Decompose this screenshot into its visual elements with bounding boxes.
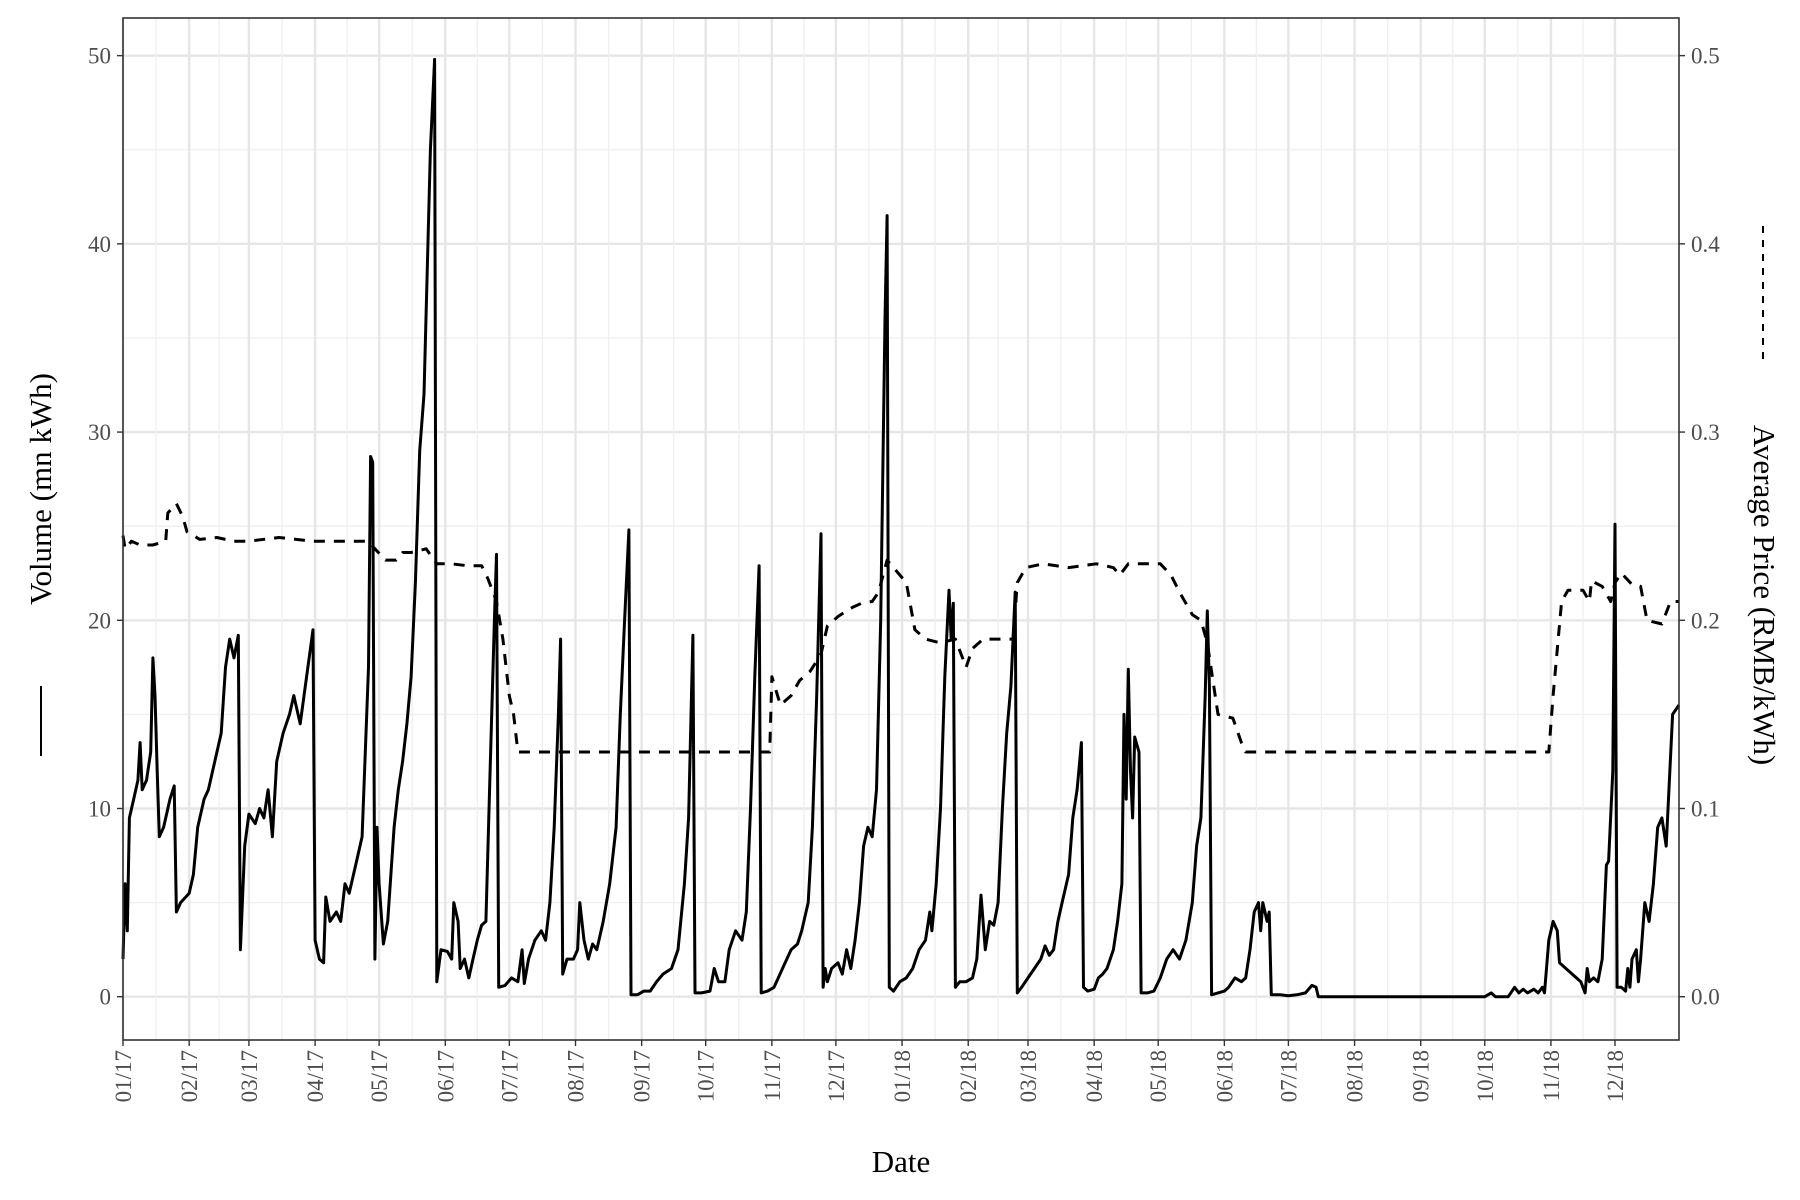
y2-tick-label: 0.4 <box>1691 232 1720 257</box>
y-tick-label: 10 <box>88 796 111 821</box>
y-tick-label: 50 <box>88 44 111 69</box>
x-tick-label: 03/17 <box>237 1050 262 1102</box>
x-tick-label: 12/17 <box>824 1050 849 1102</box>
y-tick-label: 30 <box>88 420 111 445</box>
x-tick-label: 02/18 <box>956 1050 981 1102</box>
series-line-average-price <box>121 502 1679 754</box>
x-tick-label: 07/17 <box>497 1050 522 1102</box>
x-tick-label: 12/18 <box>1603 1050 1628 1102</box>
x-tick-label: 03/18 <box>1016 1050 1041 1102</box>
x-tick-label: 11/17 <box>760 1050 785 1102</box>
x-tick-label: 01/17 <box>111 1050 136 1102</box>
x-axis-title: Date <box>872 1144 931 1179</box>
x-tick-label: 07/18 <box>1276 1050 1301 1102</box>
x-tick-label: 10/18 <box>1473 1050 1498 1102</box>
y2-tick-label: 0.0 <box>1691 985 1720 1010</box>
y-axis-right: 0.0 0.1 0.2 0.3 0.4 0.5 <box>1679 44 1720 1010</box>
series-layer <box>121 57 1681 999</box>
x-tick-label: 11/18 <box>1539 1050 1564 1102</box>
panel-border <box>122 17 1680 1041</box>
y-axis-title: Volume (mn kWh) <box>23 373 58 605</box>
x-tick-label: 01/18 <box>890 1050 915 1102</box>
y-axis-title-group: Volume (mn kWh) <box>23 373 58 756</box>
x-tick-label: 10/17 <box>694 1050 719 1102</box>
y-tick-label: 0 <box>100 985 112 1010</box>
x-tick-label: 09/17 <box>630 1050 655 1102</box>
x-axis: 01/17 02/17 03/17 04/17 05/17 06/17 07/17 08/17… <box>111 1040 1628 1102</box>
series-line-volume <box>121 57 1681 999</box>
y2-tick-label: 0.1 <box>1691 796 1720 821</box>
x-tick-label: 05/18 <box>1146 1050 1171 1102</box>
y2-tick-label: 0.3 <box>1691 420 1720 445</box>
x-tick-label: 08/18 <box>1343 1050 1368 1102</box>
y-tick-label: 20 <box>88 608 111 633</box>
y2-axis-title-group: Average Price (RMB/kWh) <box>1747 226 1782 765</box>
y2-tick-label: 0.2 <box>1691 608 1720 633</box>
x-tick-label: 02/17 <box>177 1050 202 1102</box>
x-tick-label: 05/17 <box>367 1050 392 1102</box>
x-tick-label: 09/18 <box>1409 1050 1434 1102</box>
y2-axis-title: Average Price (RMB/kWh) <box>1747 425 1782 765</box>
x-tick-label: 06/18 <box>1212 1050 1237 1102</box>
y2-tick-label: 0.5 <box>1691 44 1720 69</box>
x-tick-label: 04/17 <box>303 1050 328 1102</box>
y-axis-left: 0 10 20 30 40 50 <box>88 44 123 1010</box>
x-tick-label: 08/17 <box>563 1050 588 1102</box>
y-tick-label: 40 <box>88 232 111 257</box>
x-tick-label: 06/17 <box>433 1050 458 1102</box>
x-tick-label: 04/18 <box>1082 1050 1107 1102</box>
